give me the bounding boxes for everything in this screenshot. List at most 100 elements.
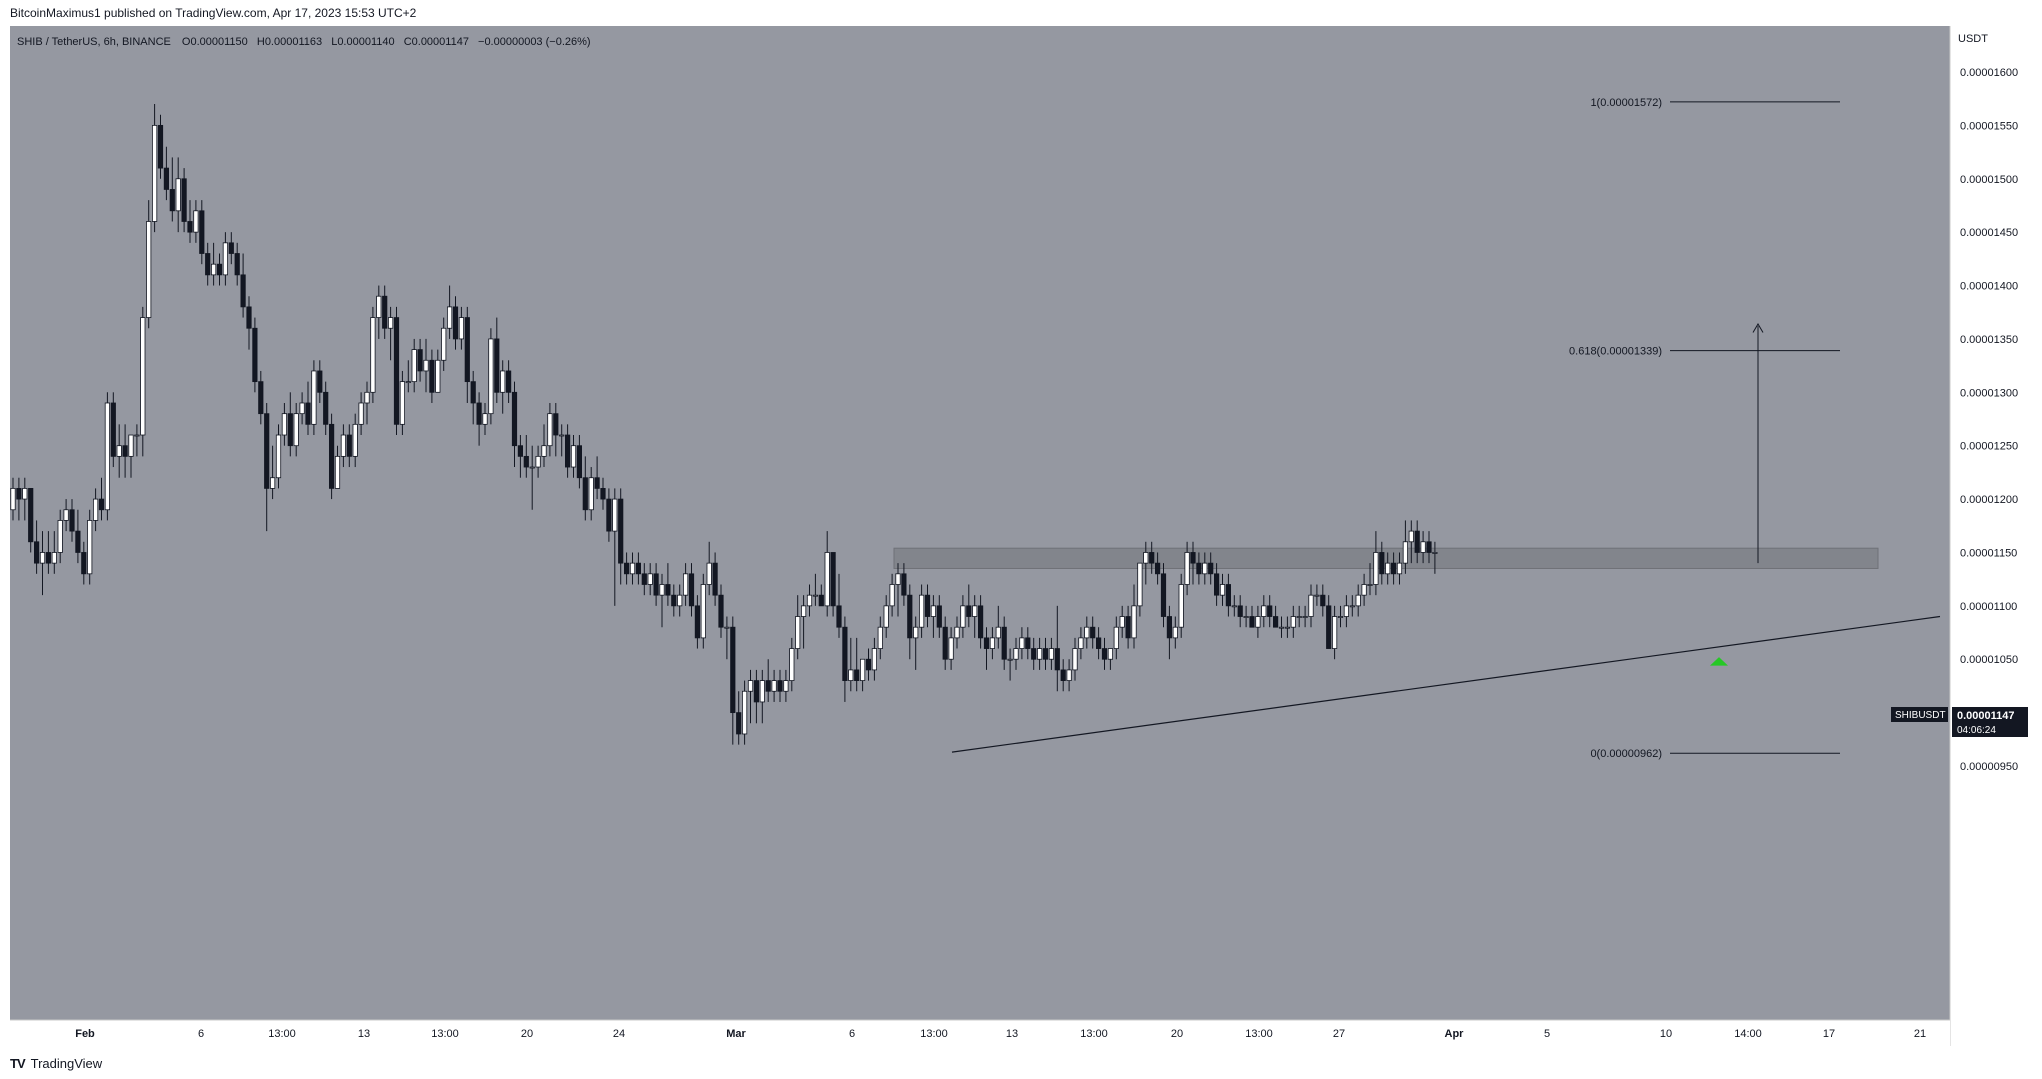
- candle: [671, 584, 677, 617]
- candle-body: [1131, 605, 1137, 639]
- candle-body: [1160, 573, 1167, 617]
- candle: [1396, 552, 1403, 585]
- candle-body: [919, 594, 925, 628]
- time-tick-label: 17: [1823, 1028, 1835, 1040]
- candle-body: [724, 626, 730, 629]
- candle: [293, 402, 299, 457]
- candle-body: [624, 562, 630, 575]
- candle: [505, 360, 512, 403]
- price-chart[interactable]: SHIB / TetherUS, 6h, BINANCE O0.00001150…: [10, 26, 2042, 1046]
- candle: [140, 306, 146, 457]
- candle: [736, 691, 742, 745]
- candle: [576, 435, 583, 489]
- candle: [252, 317, 258, 393]
- candle: [606, 488, 612, 542]
- candle: [629, 552, 636, 585]
- candle: [352, 413, 358, 468]
- candle-body: [1184, 552, 1190, 585]
- candle-body: [1066, 669, 1072, 681]
- time-tick-label: 27: [1333, 1028, 1345, 1040]
- candle: [16, 477, 22, 521]
- drawings[interactable]: [951, 322, 1941, 753]
- candle: [1314, 584, 1320, 606]
- candle: [688, 563, 695, 617]
- candle: [494, 317, 500, 403]
- candle: [759, 669, 765, 724]
- candle: [1225, 573, 1231, 617]
- tradingview-logo: TV: [10, 1055, 26, 1071]
- candle: [1084, 616, 1090, 649]
- candle-body: [423, 359, 429, 372]
- chart-frame[interactable]: SHIB / TetherUS, 6h, BINANCE O0.00001150…: [10, 26, 2042, 1046]
- candle-body: [405, 381, 411, 384]
- time-tick-label: 6: [198, 1028, 204, 1040]
- candle-body: [252, 327, 258, 383]
- time-tick-label: 13:00: [920, 1028, 948, 1040]
- candle: [10, 477, 16, 521]
- candle: [464, 306, 470, 403]
- candle-body: [311, 370, 317, 425]
- candle-body: [482, 413, 488, 425]
- candle: [865, 648, 872, 681]
- candle-body: [140, 317, 146, 436]
- candle-body: [1172, 626, 1178, 639]
- candle-body: [45, 552, 52, 564]
- candle: [694, 595, 701, 649]
- candle-body: [1426, 541, 1432, 553]
- candle-body: [87, 520, 93, 575]
- candle-body: [1326, 605, 1332, 649]
- candle-body: [948, 637, 954, 660]
- candle-body: [629, 562, 636, 575]
- candle: [328, 413, 335, 500]
- candle-body: [110, 402, 116, 457]
- ascending-support-line[interactable]: [951, 615, 1941, 753]
- candle-body: [789, 648, 795, 681]
- candle-body: [535, 455, 541, 468]
- symbol-legend: SHIB / TetherUS, 6h, BINANCE O0.00001150…: [17, 36, 591, 48]
- price-tick-label: 0.00001450: [1960, 227, 2018, 239]
- candle-body: [1054, 648, 1060, 671]
- candle: [836, 573, 842, 638]
- candle-body: [1302, 616, 1308, 618]
- candle-body: [1314, 594, 1320, 597]
- candle: [647, 563, 653, 596]
- price-tick-label: 0.00001200: [1960, 494, 2018, 506]
- candle-body: [1048, 648, 1054, 660]
- candle-body: [889, 584, 895, 607]
- candle: [1031, 637, 1037, 670]
- candle-body: [181, 178, 187, 222]
- candle: [1231, 595, 1237, 617]
- candle: [913, 616, 919, 670]
- candle-body: [954, 626, 960, 639]
- symbol-tag: SHIBUSDT: [1895, 710, 1946, 721]
- candle: [1125, 605, 1131, 649]
- candle: [51, 531, 57, 574]
- candle-body: [570, 445, 577, 468]
- candle-body: [871, 648, 878, 671]
- candle: [1261, 595, 1267, 628]
- candle-body: [978, 605, 984, 639]
- candle-body: [1037, 648, 1043, 660]
- price-tick-label: 0.00001300: [1960, 387, 2018, 399]
- candle: [1432, 541, 1438, 574]
- candle-body: [924, 594, 931, 617]
- candle: [830, 552, 836, 617]
- candle-body: [387, 317, 394, 329]
- candle: [612, 488, 618, 606]
- candle-body: [187, 221, 193, 233]
- candle: [541, 424, 547, 468]
- candle: [1367, 563, 1373, 596]
- candle: [588, 467, 594, 521]
- candle-body: [1385, 562, 1391, 575]
- candle: [264, 402, 270, 532]
- candle-body: [901, 573, 907, 596]
- candle-body: [1231, 605, 1237, 608]
- candle-body: [618, 498, 624, 564]
- candle: [1343, 595, 1349, 628]
- candle-body: [1367, 584, 1373, 586]
- fib-levels[interactable]: 1(0.00001572) 0.618(0.00001339) 0(0.000009…: [1569, 97, 1840, 760]
- candle-body: [1432, 552, 1438, 554]
- candle-body: [98, 498, 105, 511]
- candle: [1420, 531, 1426, 564]
- candle-body: [1202, 562, 1208, 575]
